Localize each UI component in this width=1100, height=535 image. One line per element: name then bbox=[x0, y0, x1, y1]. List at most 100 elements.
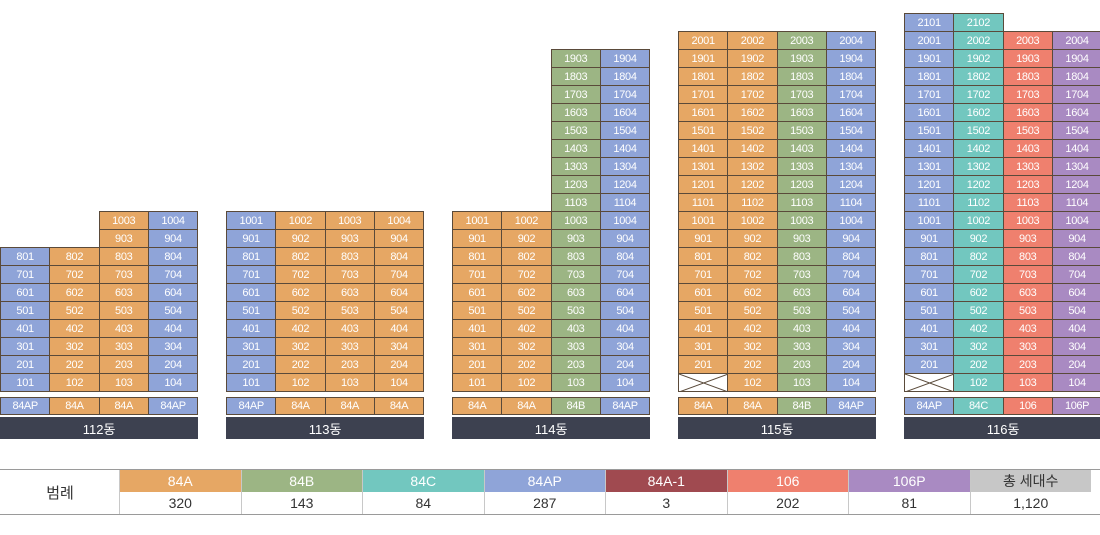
unit-cell: 204 bbox=[147, 355, 199, 374]
unit-cell: 701 bbox=[904, 265, 955, 284]
unit-cell: 104 bbox=[599, 373, 651, 392]
unit-cell: 2001 bbox=[904, 31, 955, 50]
legend-count-value: 1,120 bbox=[1013, 495, 1049, 511]
legend-type-label: 84A bbox=[120, 470, 241, 492]
unit-type-label: 84A bbox=[501, 397, 552, 415]
unit-cell: 704 bbox=[1051, 265, 1100, 284]
unit-cell: 504 bbox=[373, 301, 425, 320]
unit-cell: 1701 bbox=[678, 85, 729, 104]
unit-cell: 702 bbox=[727, 265, 778, 284]
unit-cell: 702 bbox=[501, 265, 552, 284]
unit-cell: 503 bbox=[324, 301, 375, 320]
unit-cell: 602 bbox=[501, 283, 552, 302]
unit-cell: 404 bbox=[825, 319, 877, 338]
unit-cell: 103 bbox=[324, 373, 375, 392]
unit-cell: 1702 bbox=[953, 85, 1004, 104]
unit-cell: 1603 bbox=[1002, 103, 1053, 122]
unit-cell: 2102 bbox=[953, 13, 1004, 32]
unit-type-label: 106 bbox=[1002, 397, 1053, 415]
unit-cell: 1304 bbox=[1051, 157, 1100, 176]
unit-cell: 503 bbox=[98, 301, 149, 320]
unit-cell: 1603 bbox=[550, 103, 601, 122]
unit-cell: 301 bbox=[226, 337, 277, 356]
unit-cell: 304 bbox=[147, 337, 199, 356]
unit-cell: 1003 bbox=[1002, 211, 1053, 230]
unit-type-label: 84AP bbox=[226, 397, 277, 415]
unit-cell: 802 bbox=[727, 247, 778, 266]
unit-cell: 701 bbox=[226, 265, 277, 284]
unit-cell: 1703 bbox=[776, 85, 827, 104]
unit-cell: 1004 bbox=[825, 211, 877, 230]
unit-type-label: 84A bbox=[324, 397, 375, 415]
legend-separator bbox=[848, 470, 849, 514]
unit-cell: 1602 bbox=[953, 103, 1004, 122]
legend-type-label: 84A-1 bbox=[606, 470, 727, 492]
unit-cell: 804 bbox=[147, 247, 199, 266]
unit-cell: 1403 bbox=[1002, 139, 1053, 158]
legend-count-value: 202 bbox=[776, 495, 800, 511]
unit-type-label: 84A bbox=[727, 397, 778, 415]
unit-cell: 1002 bbox=[727, 211, 778, 230]
unit-cell: 304 bbox=[599, 337, 651, 356]
unit-cell: 201 bbox=[452, 355, 503, 374]
legend-type-label: 84C bbox=[363, 470, 484, 492]
unit-cell: 501 bbox=[0, 301, 51, 320]
legend-count-value: 3 bbox=[662, 495, 671, 511]
unit-cell: 903 bbox=[776, 229, 827, 248]
unit-cell: 502 bbox=[49, 301, 100, 320]
unit-cell: 1002 bbox=[275, 211, 326, 230]
unit-cell: 403 bbox=[550, 319, 601, 338]
empty-unit-cell bbox=[678, 373, 729, 392]
unit-cell: 801 bbox=[452, 247, 503, 266]
unit-cell: 504 bbox=[147, 301, 199, 320]
unit-cell: 1204 bbox=[1051, 175, 1100, 194]
unit-cell: 804 bbox=[373, 247, 425, 266]
unit-cell: 301 bbox=[0, 337, 51, 356]
unit-cell: 2004 bbox=[1051, 31, 1100, 50]
legend-type-label: 106 bbox=[727, 470, 848, 492]
unit-cell: 503 bbox=[1002, 301, 1053, 320]
legend-separator bbox=[969, 470, 971, 514]
unit-cell: 101 bbox=[0, 373, 51, 392]
unit-cell: 803 bbox=[550, 247, 601, 266]
unit-cell: 602 bbox=[727, 283, 778, 302]
unit-cell: 601 bbox=[0, 283, 51, 302]
unit-cell: 1503 bbox=[550, 121, 601, 140]
unit-type-label: 84AP bbox=[599, 397, 651, 415]
unit-cell: 801 bbox=[226, 247, 277, 266]
unit-cell: 1404 bbox=[1051, 139, 1100, 158]
unit-cell: 403 bbox=[1002, 319, 1053, 338]
unit-cell: 604 bbox=[373, 283, 425, 302]
unit-cell: 1303 bbox=[1002, 157, 1053, 176]
unit-type-label: 84A bbox=[373, 397, 425, 415]
unit-cell: 801 bbox=[0, 247, 51, 266]
unit-cell: 704 bbox=[147, 265, 199, 284]
unit-cell: 304 bbox=[1051, 337, 1100, 356]
unit-cell: 2001 bbox=[678, 31, 729, 50]
unit-cell: 901 bbox=[678, 229, 729, 248]
unit-cell: 1004 bbox=[373, 211, 425, 230]
unit-cell: 104 bbox=[147, 373, 199, 392]
unit-cell: 1402 bbox=[953, 139, 1004, 158]
unit-cell: 1504 bbox=[599, 121, 651, 140]
unit-cell: 401 bbox=[904, 319, 955, 338]
unit-cell: 1004 bbox=[147, 211, 199, 230]
unit-cell: 1302 bbox=[727, 157, 778, 176]
unit-cell: 1103 bbox=[550, 193, 601, 212]
unit-cell: 1703 bbox=[1002, 85, 1053, 104]
unit-cell: 904 bbox=[1051, 229, 1100, 248]
unit-cell: 1601 bbox=[904, 103, 955, 122]
unit-cell: 1004 bbox=[599, 211, 651, 230]
unit-cell: 302 bbox=[275, 337, 326, 356]
unit-cell: 1001 bbox=[904, 211, 955, 230]
legend-separator bbox=[119, 470, 120, 514]
unit-cell: 604 bbox=[599, 283, 651, 302]
unit-cell: 1004 bbox=[1051, 211, 1100, 230]
unit-cell: 601 bbox=[904, 283, 955, 302]
unit-cell: 202 bbox=[501, 355, 552, 374]
unit-type-label: 84A bbox=[275, 397, 326, 415]
unit-cell: 1903 bbox=[550, 49, 601, 68]
unit-type-label: 84A bbox=[98, 397, 149, 415]
unit-cell: 704 bbox=[373, 265, 425, 284]
unit-cell: 501 bbox=[452, 301, 503, 320]
